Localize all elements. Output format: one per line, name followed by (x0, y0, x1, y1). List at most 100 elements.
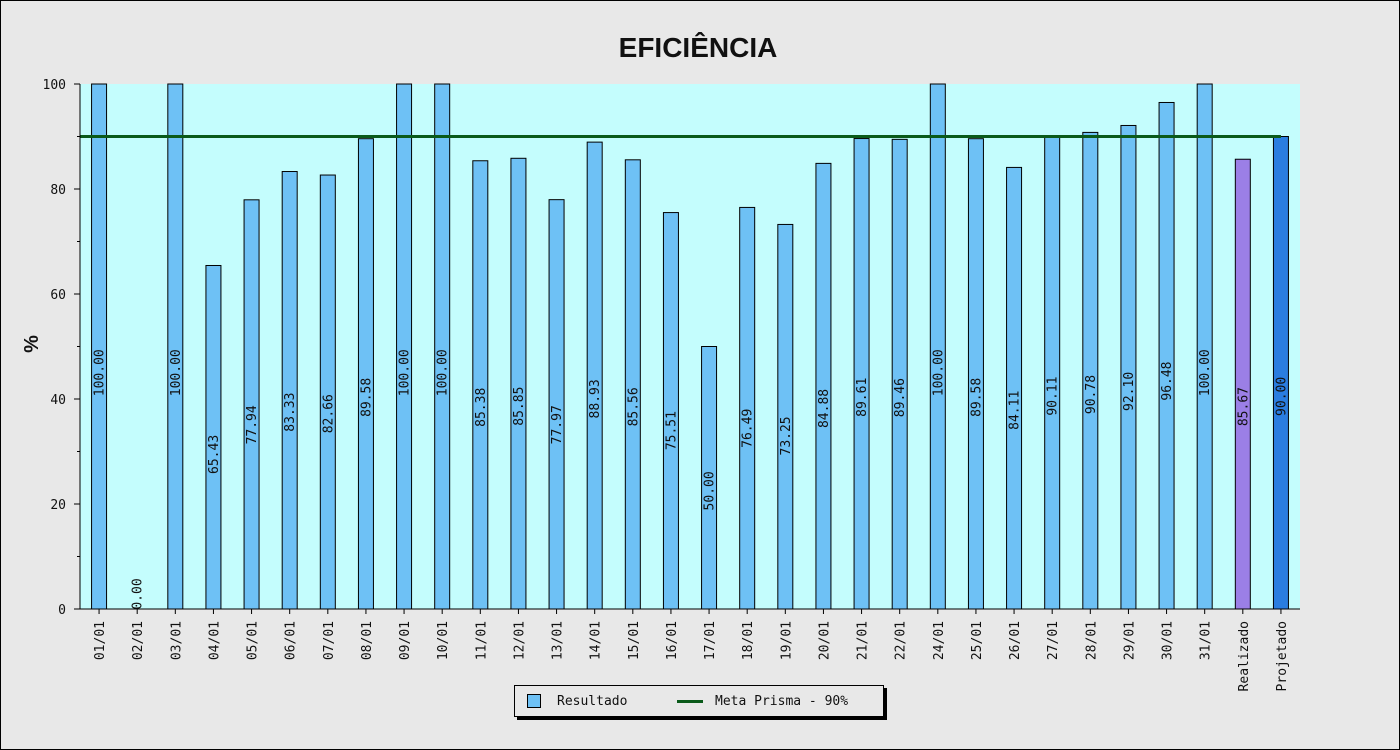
bar-8 (396, 83, 413, 610)
x-tick-label-25: 27/01 (1046, 621, 1061, 660)
y-tick-label-1: 20 (50, 498, 66, 513)
legend-item-resultado: Resultado (527, 686, 627, 716)
data-label-19: 84.88 (817, 389, 832, 428)
data-label-8: 100.00 (398, 349, 413, 396)
data-label-3: 65.43 (207, 435, 222, 474)
y-ticks-group: 0 20 40 60 80 100 (43, 78, 80, 618)
data-label-15: 75.51 (664, 411, 679, 450)
x-tick-label-31: Projetado (1275, 621, 1290, 691)
x-tick-label-11: 12/01 (512, 621, 527, 660)
bar-30 (1234, 158, 1251, 610)
x-tick-label-3: 04/01 (207, 621, 222, 660)
data-label-4: 77.94 (245, 405, 260, 444)
bar-28 (1158, 101, 1175, 610)
data-label-11: 85.85 (512, 387, 527, 426)
y-tick-label-3: 60 (50, 288, 66, 303)
x-tick-label-14: 15/01 (627, 621, 642, 660)
legend-swatch-line (677, 699, 703, 703)
x-tick-label-1: 02/01 (131, 621, 146, 660)
data-label-21: 89.46 (893, 378, 908, 417)
x-tick-label-23: 25/01 (970, 621, 985, 660)
bar-12 (548, 199, 565, 610)
data-label-23: 89.58 (969, 378, 984, 417)
x-tick-label-22: 24/01 (932, 621, 947, 660)
bar-26 (1082, 131, 1099, 610)
bar-5 (281, 171, 298, 610)
bar-22 (929, 83, 946, 610)
bar-2 (167, 83, 184, 610)
x-tick-label-21: 22/01 (894, 621, 909, 660)
x-tick-label-28: 30/01 (1161, 621, 1176, 660)
bar-15 (662, 212, 679, 610)
bar-25 (1044, 135, 1061, 610)
y-tick-label-2: 40 (50, 393, 66, 408)
data-label-20: 89.61 (855, 378, 870, 417)
x-tick-label-29: 31/01 (1199, 621, 1214, 660)
x-ticks-group: 01/01 02/01 03/01 04/01 05/01 06/01 07/01 08/01… (93, 609, 1290, 691)
bar-9 (434, 83, 451, 610)
bar-21 (891, 138, 908, 610)
data-label-26: 90.78 (1084, 375, 1099, 414)
x-tick-label-12: 13/01 (551, 621, 566, 660)
x-tick-label-6: 07/01 (322, 621, 337, 660)
data-label-28: 96.48 (1160, 361, 1175, 400)
chart-title: EFICIÊNCIA (619, 32, 778, 63)
legend-label-resultado: Resultado (557, 693, 628, 709)
data-label-9: 100.00 (436, 349, 451, 396)
x-tick-label-10: 11/01 (474, 621, 489, 660)
data-label-6: 82.66 (321, 394, 336, 433)
data-label-7: 89.58 (359, 378, 374, 417)
data-label-24: 84.11 (1008, 391, 1023, 430)
x-tick-label-27: 29/01 (1122, 621, 1137, 660)
x-tick-label-24: 26/01 (1008, 621, 1023, 660)
plot-area (80, 84, 1300, 609)
bar-13 (586, 141, 603, 610)
data-label-13: 88.93 (588, 379, 603, 418)
bars-group (91, 83, 1289, 610)
x-tick-label-20: 21/01 (856, 621, 871, 660)
data-label-12: 77.97 (550, 405, 565, 444)
data-label-29: 100.00 (1198, 349, 1213, 396)
data-label-22: 100.00 (931, 349, 946, 396)
y-tick-label-0: 0 (58, 603, 66, 618)
bar-19 (815, 162, 832, 610)
x-tick-label-15: 16/01 (665, 621, 680, 660)
legend-swatch-bar (527, 694, 541, 708)
x-tick-label-2: 03/01 (169, 621, 184, 660)
legend-item-meta: Meta Prisma - 90% (677, 686, 848, 716)
bar-20 (853, 138, 870, 610)
bar-4 (243, 199, 260, 610)
x-tick-label-17: 18/01 (741, 621, 756, 660)
data-label-2: 100.00 (169, 349, 184, 396)
x-tick-label-30: Realizado (1237, 621, 1252, 691)
x-tick-label-26: 28/01 (1084, 621, 1099, 660)
data-label-14: 85.56 (626, 387, 641, 426)
legend-label-meta: Meta Prisma - 90% (715, 693, 849, 709)
x-tick-label-18: 19/01 (779, 621, 794, 660)
bar-10 (472, 160, 489, 610)
bar-31 (1272, 136, 1289, 610)
bar-29 (1196, 83, 1213, 610)
x-tick-label-7: 08/01 (360, 621, 375, 660)
x-tick-label-4: 05/01 (246, 621, 261, 660)
data-label-5: 83.33 (283, 393, 298, 432)
bar-27 (1120, 124, 1137, 610)
data-label-31: 90.00 (1274, 377, 1289, 416)
data-label-1: 0.00 (131, 578, 146, 609)
bar-7 (357, 138, 374, 610)
y-tick-label-5: 100 (43, 78, 66, 93)
y-axis-label: % (21, 335, 43, 353)
data-label-17: 76.49 (741, 409, 756, 448)
data-label-30: 85.67 (1236, 387, 1251, 426)
x-tick-label-19: 20/01 (817, 621, 832, 660)
data-labels-group: 100.00 0.00 100.00 65.43 77.94 83.33 82.66 89.5… (93, 349, 1290, 609)
legend: Resultado Meta Prisma - 90% (514, 685, 884, 717)
x-tick-label-5: 06/01 (284, 621, 299, 660)
data-label-18: 73.25 (779, 416, 794, 455)
x-tick-label-9: 10/01 (436, 621, 451, 660)
bar-14 (624, 159, 641, 610)
data-label-0: 100.00 (93, 349, 108, 396)
bar-17 (739, 206, 756, 610)
bar-6 (319, 174, 336, 610)
